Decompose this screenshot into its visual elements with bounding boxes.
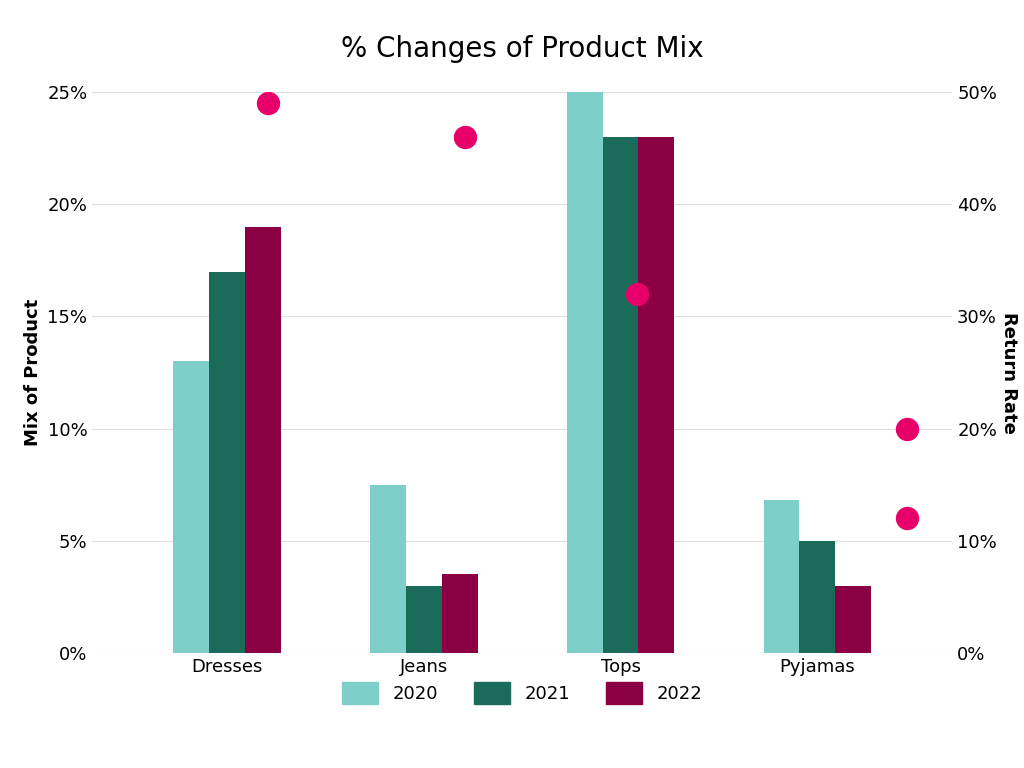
Y-axis label: Return Rate: Return Rate xyxy=(999,312,1018,433)
Bar xyxy=(603,137,639,653)
Bar xyxy=(567,92,603,653)
Bar xyxy=(764,500,800,653)
Point xyxy=(457,131,473,143)
Y-axis label: Mix of Product: Mix of Product xyxy=(24,299,42,446)
Title: % Changes of Product Mix: % Changes of Product Mix xyxy=(341,35,703,64)
Point xyxy=(899,512,915,525)
Bar xyxy=(371,485,406,653)
Legend: 2020, 2021, 2022: 2020, 2021, 2022 xyxy=(335,674,710,711)
Bar xyxy=(800,541,836,653)
Point xyxy=(259,98,275,110)
Bar xyxy=(406,585,441,653)
Bar xyxy=(209,272,245,653)
Bar xyxy=(441,574,477,653)
Bar xyxy=(836,585,871,653)
Point xyxy=(629,288,645,300)
Bar xyxy=(173,361,209,653)
Point xyxy=(899,422,915,435)
Bar xyxy=(639,137,674,653)
Bar xyxy=(245,227,281,653)
